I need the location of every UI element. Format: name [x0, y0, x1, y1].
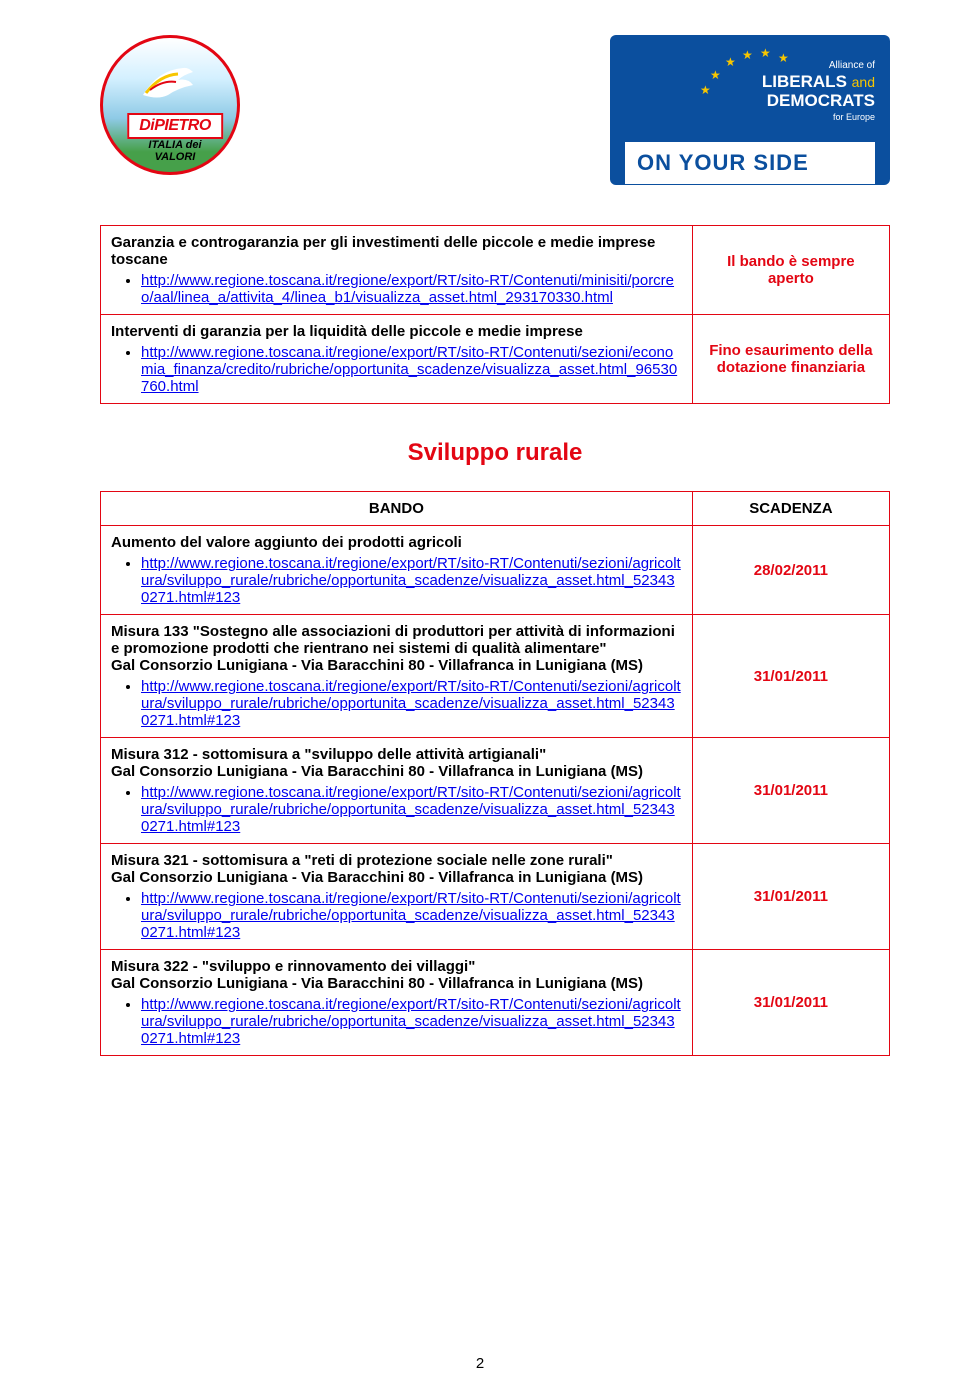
row-title: Misura 321 - sottomisura a "reti di prot… — [111, 852, 682, 869]
header-logos: DiPIETRO ITALIA dei VALORI ★ ★ ★ ★ ★ ★ A… — [100, 35, 890, 195]
row-gal: Gal Consorzio Lunigiana - Via Baracchini… — [111, 975, 682, 992]
section-title: Sviluppo rurale — [100, 439, 890, 467]
list-item: http://www.regione.toscana.it/regione/ex… — [141, 344, 682, 395]
row-title: Aumento del valore aggiunto dei prodotti… — [111, 534, 682, 551]
table-row: Garanzia e controgaranzia per gli invest… — [101, 226, 890, 315]
table-sviluppo-rurale: BANDO SCADENZA Aumento del valore aggiun… — [100, 491, 890, 1056]
row-scadenza: Fino esaurimento della dotazione finanzi… — [692, 315, 889, 404]
list-item: http://www.regione.toscana.it/regione/ex… — [141, 555, 682, 606]
row-link[interactable]: http://www.regione.toscana.it/regione/ex… — [141, 344, 677, 395]
table-row: Misura 312 - sottomisura a "sviluppo del… — [101, 738, 890, 844]
row-scadenza: 31/01/2011 — [692, 738, 889, 844]
row-title: Misura 133 "Sostegno alle associazioni d… — [111, 623, 682, 657]
table-header-row: BANDO SCADENZA — [101, 492, 890, 526]
header-scadenza: SCADENZA — [692, 492, 889, 526]
page-number: 2 — [476, 1355, 484, 1372]
header-bando: BANDO — [101, 492, 693, 526]
row-link[interactable]: http://www.regione.toscana.it/regione/ex… — [141, 678, 681, 729]
row-scadenza: 31/01/2011 — [692, 615, 889, 738]
logo-dipietro: DiPIETRO ITALIA dei VALORI — [100, 35, 250, 185]
row-title: Garanzia e controgaranzia per gli invest… — [111, 234, 682, 268]
italia-line1: ITALIA dei — [148, 139, 201, 151]
foreurope-text: for Europe — [625, 112, 875, 122]
row-gal: Gal Consorzio Lunigiana - Via Baracchini… — [111, 869, 682, 886]
list-item: http://www.regione.toscana.it/regione/ex… — [141, 272, 682, 306]
row-title: Misura 312 - sottomisura a "sviluppo del… — [111, 746, 682, 763]
row-link[interactable]: http://www.regione.toscana.it/regione/ex… — [141, 890, 681, 941]
row-scadenza: 31/01/2011 — [692, 844, 889, 950]
row-scadenza: 31/01/2011 — [692, 950, 889, 1056]
row-link[interactable]: http://www.regione.toscana.it/regione/ex… — [141, 784, 681, 835]
table-garanzia: Garanzia e controgaranzia per gli invest… — [100, 225, 890, 404]
row-link[interactable]: http://www.regione.toscana.it/regione/ex… — [141, 996, 681, 1047]
logo-dipietro-text: DiPIETRO — [127, 113, 223, 139]
italia-line2: VALORI — [155, 151, 196, 163]
logo-italia-text: ITALIA dei VALORI — [148, 139, 201, 163]
row-gal: Gal Consorzio Lunigiana - Via Baracchini… — [111, 657, 682, 674]
table-row: Aumento del valore aggiunto dei prodotti… — [101, 526, 890, 615]
list-item: http://www.regione.toscana.it/regione/ex… — [141, 678, 682, 729]
onyourside-text: ON YOUR SIDE — [625, 142, 875, 184]
logo-alde: ★ ★ ★ ★ ★ ★ Alliance of LIBERALS and DEM… — [610, 35, 890, 185]
row-gal: Gal Consorzio Lunigiana - Via Baracchini… — [111, 763, 682, 780]
and-text: and — [852, 74, 875, 90]
list-item: http://www.regione.toscana.it/regione/ex… — [141, 996, 682, 1047]
bird-icon — [138, 60, 198, 110]
row-link[interactable]: http://www.regione.toscana.it/regione/ex… — [141, 272, 674, 306]
row-scadenza: 28/02/2011 — [692, 526, 889, 615]
row-scadenza: Il bando è sempre aperto — [692, 226, 889, 315]
list-item: http://www.regione.toscana.it/regione/ex… — [141, 784, 682, 835]
row-title: Interventi di garanzia per la liquidità … — [111, 323, 682, 340]
row-link[interactable]: http://www.regione.toscana.it/regione/ex… — [141, 555, 681, 606]
table-row: Interventi di garanzia per la liquidità … — [101, 315, 890, 404]
row-title: Misura 322 - "sviluppo e rinnovamento de… — [111, 958, 682, 975]
table-row: Misura 321 - sottomisura a "reti di prot… — [101, 844, 890, 950]
table-row: Misura 322 - "sviluppo e rinnovamento de… — [101, 950, 890, 1056]
table-row: Misura 133 "Sostegno alle associazioni d… — [101, 615, 890, 738]
list-item: http://www.regione.toscana.it/regione/ex… — [141, 890, 682, 941]
stars-icon: ★ ★ ★ ★ ★ ★ — [700, 43, 790, 103]
